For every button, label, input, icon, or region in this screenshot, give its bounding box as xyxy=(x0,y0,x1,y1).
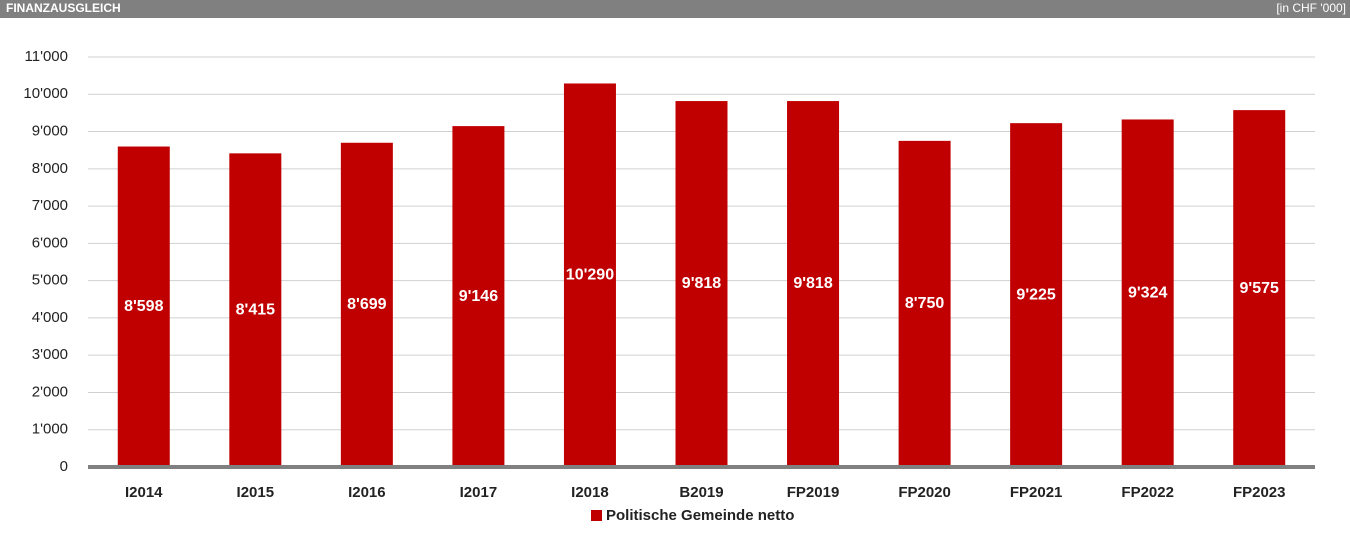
y-tick-label: 8'000 xyxy=(32,160,68,177)
bar xyxy=(340,142,393,468)
y-tick-label: 1'000 xyxy=(32,421,68,438)
x-tick-label: I2014 xyxy=(125,484,163,501)
y-tick-label: 6'000 xyxy=(32,234,68,251)
y-tick-label: 3'000 xyxy=(32,346,68,363)
x-tick-label: I2017 xyxy=(460,484,498,501)
bar xyxy=(787,101,840,467)
y-tick-label: 0 xyxy=(60,458,68,475)
legend-swatch xyxy=(591,510,602,521)
data-label: 8'750 xyxy=(905,295,945,312)
data-label: 8'415 xyxy=(236,301,276,318)
y-tick-label: 2'000 xyxy=(32,383,68,400)
x-tick-label: I2016 xyxy=(348,484,386,501)
x-tick-label: I2015 xyxy=(237,484,275,501)
bar xyxy=(1121,119,1174,468)
x-tick-label: B2019 xyxy=(679,484,723,501)
y-tick-label: 7'000 xyxy=(32,197,68,214)
x-tick-label: FP2020 xyxy=(898,484,951,501)
data-label: 8'699 xyxy=(347,296,387,313)
y-tick-label: 9'000 xyxy=(32,123,68,140)
bar xyxy=(1010,123,1063,467)
bar xyxy=(675,101,728,467)
x-tick-label: FP2023 xyxy=(1233,484,1286,501)
data-label: 9'225 xyxy=(1016,286,1056,303)
bar xyxy=(117,146,170,467)
unit-label: [in CHF '000] xyxy=(1276,1,1346,15)
y-tick-label: 4'000 xyxy=(32,309,68,326)
data-label: 10'290 xyxy=(566,266,614,283)
bar xyxy=(452,126,505,467)
chart-title: FINANZAUSGLEICH xyxy=(6,1,121,15)
y-tick-label: 5'000 xyxy=(32,272,68,289)
x-tick-label: FP2019 xyxy=(787,484,840,501)
x-tick-label: I2018 xyxy=(571,484,609,501)
data-label: 9'818 xyxy=(793,275,833,292)
x-tick-label: FP2021 xyxy=(1010,484,1063,501)
data-label: 9'324 xyxy=(1128,284,1168,301)
data-label: 8'598 xyxy=(124,298,164,315)
data-label: 9'146 xyxy=(459,288,499,305)
header-bar xyxy=(0,0,1350,18)
bar xyxy=(563,83,616,468)
data-label: 9'575 xyxy=(1240,280,1280,297)
bar xyxy=(1233,110,1286,467)
data-label: 9'818 xyxy=(682,275,722,292)
x-tick-label: FP2022 xyxy=(1121,484,1174,501)
bar xyxy=(898,140,951,467)
y-tick-label: 11'000 xyxy=(25,48,68,65)
legend-label: Politische Gemeinde netto xyxy=(606,507,794,524)
bar xyxy=(229,153,282,467)
y-tick-label: 10'000 xyxy=(23,85,68,102)
